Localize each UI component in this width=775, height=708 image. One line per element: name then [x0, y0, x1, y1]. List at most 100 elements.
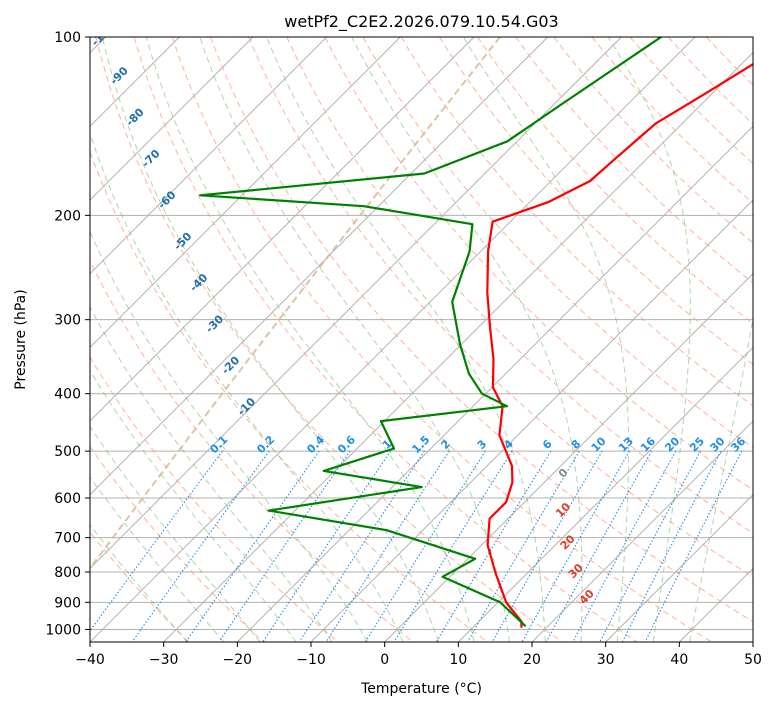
isotherm-line: [237, 125, 753, 642]
isotherm-line: [90, 37, 401, 348]
moist-adiabat-line: [90, 230, 369, 642]
mixing-ratio-line: [521, 450, 630, 642]
isotherm-line: [531, 420, 753, 642]
mixing-ratio-line: [467, 450, 580, 642]
dry-adiabat-line: [90, 150, 488, 642]
isotherm-line: [90, 37, 327, 275]
mixing-ratio-label: 1.5: [409, 433, 432, 456]
y-tick-label: 800: [54, 565, 81, 581]
x-tick-label: 0: [380, 652, 389, 668]
y-tick-label: 400: [54, 387, 81, 403]
dry-adiabat-line: [90, 259, 414, 642]
dry-adiabat-line: [477, 37, 753, 325]
mixing-ratio-label: 6: [540, 437, 555, 452]
mixing-ratio-line: [491, 450, 603, 642]
mixing-ratio-line: [393, 450, 513, 642]
y-tick-label: 100: [54, 30, 81, 46]
plot-frame: [89, 36, 754, 643]
mixing-ratio-line: [218, 450, 351, 642]
dry-adiabat-line: [362, 37, 753, 449]
moist-adiabat-label: -80: [123, 105, 146, 128]
isotherm-line: [90, 37, 622, 569]
moist-adiabat-label: -70: [139, 147, 162, 170]
temperature-profile: [486, 62, 753, 629]
chart-title: wetPf2_C2E2.2026.079.10.54.G03: [284, 12, 558, 32]
dewpoint-profile: [199, 37, 663, 627]
axes: −40 −30 −20 −10 0 10 20 30 40 5010009008007006005…: [45, 30, 762, 668]
dry-adiabat-line: [248, 37, 753, 578]
x-tick-label: −30: [149, 652, 179, 668]
isotherm-line: [90, 37, 696, 642]
dry-adiabat-line: [90, 356, 339, 642]
mixing-ratio-line: [364, 450, 486, 642]
mixing-ratio-label: 3: [475, 437, 490, 452]
mixing-ratio-line: [90, 450, 223, 632]
moist-adiabat-line: [90, 476, 225, 642]
x-tick-label: 40: [670, 652, 688, 668]
dry-adiabat-line: [400, 37, 753, 407]
moist-adiabat-line: [199, 37, 511, 642]
dry-adiabat-line: [706, 37, 753, 86]
dry-adiabat-line: [95, 37, 563, 642]
dry-adiabat-line: [668, 37, 753, 125]
isotherm-line: [90, 37, 254, 201]
x-tick-label: 10: [449, 652, 467, 668]
moist-adiabat-label: -10: [235, 395, 258, 418]
moist-adiabat-line: [266, 37, 546, 642]
dry-adiabat-line: [553, 37, 753, 244]
mixing-ratio-line: [325, 450, 450, 642]
isotherm-line: [163, 52, 753, 642]
moist-adiabat-label: -20: [219, 354, 242, 377]
mixing-ratio-line: [545, 450, 653, 642]
dry-adiabat-line: [210, 37, 753, 623]
x-tick-label: −40: [75, 652, 105, 668]
mixing-ratio-label: 0.2: [254, 433, 277, 456]
mixing-ratio-line: [131, 450, 270, 642]
y-tick-label: 900: [54, 595, 81, 611]
mixing-ratio-line: [599, 450, 701, 642]
moist-adiabat-line: [90, 306, 333, 642]
mixing-ratio-label: 25: [687, 435, 707, 455]
y-tick-label: 300: [54, 313, 81, 329]
isotherm-line: [90, 37, 475, 422]
moist-adiabat-label: -50: [171, 229, 194, 252]
isotherm-line: [384, 273, 753, 642]
mixing-ratio-label: 8: [569, 437, 584, 452]
moist-adiabat-line: [90, 131, 404, 642]
dry-adiabat-line: [286, 37, 753, 534]
background-lines: [90, 37, 753, 642]
moist-adiabat-label: 40: [577, 587, 597, 607]
moist-adiabat-line: [689, 315, 753, 642]
isotherm-line: [605, 494, 753, 642]
y-tick-label: 500: [54, 444, 81, 460]
mixing-ratio-line: [435, 450, 552, 642]
x-tick-label: 50: [744, 652, 762, 668]
y-tick-label: 1000: [45, 622, 81, 638]
moist-adiabat-line: [90, 524, 188, 642]
moist-adiabat-label: -40: [187, 271, 210, 294]
y-tick-label: 700: [54, 531, 81, 547]
saturation-curve: [90, 37, 501, 570]
x-tick-label: −20: [223, 652, 253, 668]
moist-adiabat-label: -100: [89, 20, 118, 49]
x-tick-label: −10: [296, 652, 326, 668]
moist-adiabat-label: -90: [107, 64, 130, 87]
moist-adiabat-line: [351, 37, 583, 642]
moist-adiabat-label: -30: [203, 312, 226, 335]
moist-adiabat-line: [607, 37, 691, 642]
dry-adiabat-line: [591, 37, 753, 204]
isotherm-line: [679, 567, 753, 642]
moist-adiabat-line: [145, 37, 475, 642]
mixing-ratio-line: [185, 450, 320, 642]
moist-adiabat-line: [90, 369, 297, 642]
mixing-ratio-label: 0.4: [304, 433, 327, 456]
isotherm-line: [90, 37, 548, 496]
moist-adiabat-label: 0: [556, 466, 571, 481]
y-tick-label: 600: [54, 491, 81, 507]
dry-adiabat-line: [90, 445, 264, 642]
profiles: [199, 37, 753, 629]
plot-area: 0.1 0.2 0.4 0.6 1 1.5 2 3 4 6 8 10 13 16 20 25 30 36-100-…: [89, 20, 753, 642]
moist-adiabat-line: [90, 425, 261, 642]
x-axis-label: Temperature (°C): [360, 681, 482, 697]
